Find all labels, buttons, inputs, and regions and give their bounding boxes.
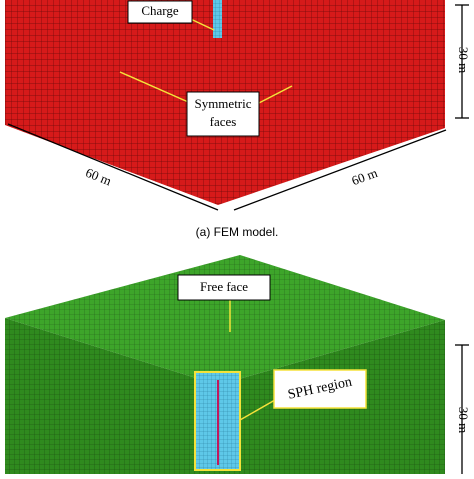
- leader: [254, 85, 293, 106]
- label: Charge: [141, 3, 179, 18]
- caption: (a) FEM model.: [196, 225, 279, 239]
- sph-model: Free face SPH region 30 m: [5, 255, 471, 474]
- leader: [239, 399, 276, 421]
- dimension-label: 60 m: [84, 165, 114, 189]
- top-face: [5, 255, 445, 385]
- dimensions: [455, 344, 469, 474]
- label: Symmetric: [194, 96, 251, 111]
- dimension-label: 30 m: [456, 407, 471, 433]
- label-box: [186, 91, 260, 137]
- dimensions: [7, 4, 469, 211]
- left-face: [5, 318, 218, 474]
- dimension-label: 60 m: [350, 165, 380, 188]
- fem-model: Charge Symmetric faces 30 m 60 m 60 m (a…: [5, 0, 471, 239]
- label: Free face: [200, 279, 248, 294]
- dimension-label: 30 m: [456, 47, 471, 73]
- label-box: [177, 274, 271, 301]
- charge-column: [213, 0, 222, 38]
- label-box: [127, 0, 193, 24]
- label: faces: [210, 114, 237, 129]
- leader: [119, 71, 196, 106]
- label-box: [273, 369, 367, 409]
- right-face: [218, 0, 445, 205]
- left-face: [5, 0, 218, 205]
